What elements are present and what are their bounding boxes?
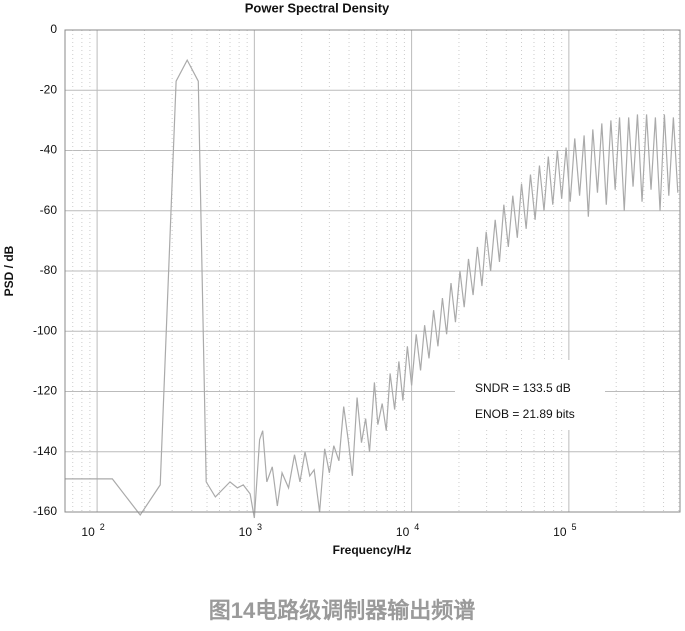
y-axis-label: PSD / dB: [2, 245, 16, 296]
y-tick-label: -80: [40, 263, 58, 277]
x-tick-label: 10 5: [553, 522, 576, 539]
x-tick-label: 10 2: [81, 522, 104, 539]
x-tick-exponent: 5: [572, 522, 577, 532]
x-tick-exponent: 4: [414, 522, 419, 532]
annotation: SNDR = 133.5 dB: [475, 381, 571, 395]
y-tick-label: -140: [33, 444, 57, 458]
annotation: ENOB = 21.89 bits: [475, 407, 575, 421]
y-tick-label: 0: [50, 22, 57, 36]
y-tick-label: -60: [40, 203, 58, 217]
caption: 图14电路级调制器输出频谱: [209, 598, 475, 623]
x-tick-label: 10 3: [239, 522, 262, 539]
x-tick-base: 10: [396, 525, 410, 539]
y-tick-label: -100: [33, 323, 57, 337]
x-axis-label: Frequency/Hz: [333, 543, 412, 557]
chart-title: Power Spectral Density: [245, 0, 390, 15]
plot-lines: [65, 58, 679, 519]
x-tick-base: 10: [239, 525, 253, 539]
x-tick-exponent: 3: [257, 522, 262, 532]
x-tick-label: 10 4: [396, 522, 419, 539]
plot-frame: [64, 29, 681, 513]
grid: [65, 29, 680, 513]
psd-line: [65, 58, 679, 519]
annotation-box: [455, 360, 605, 430]
x-tick-base: 10: [553, 525, 567, 539]
y-tick-label: -40: [40, 143, 58, 157]
y-tick-label: -20: [40, 82, 58, 96]
x-tick-base: 10: [81, 525, 95, 539]
y-tick-label: -160: [33, 504, 57, 518]
y-tick-label: -120: [33, 384, 57, 398]
x-tick-exponent: 2: [100, 522, 105, 532]
